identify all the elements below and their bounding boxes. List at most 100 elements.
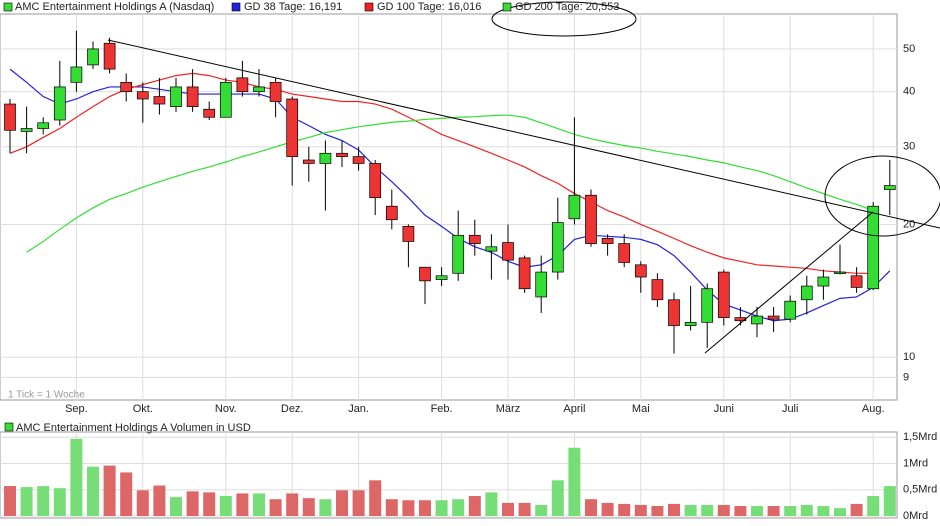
candle-body	[834, 271, 846, 274]
volume-bar	[4, 486, 16, 516]
volume-bar	[883, 486, 896, 516]
volume-bar	[767, 506, 780, 516]
volume-bar	[269, 499, 282, 516]
moving-average	[26, 114, 874, 253]
candle-body	[186, 86, 199, 107]
volume-bar	[535, 504, 548, 516]
volume-bar	[236, 493, 249, 516]
volume-bar	[385, 499, 398, 516]
candle-body	[402, 226, 415, 242]
candle-body	[751, 315, 763, 325]
moving-average	[9, 72, 874, 274]
candle-body	[717, 271, 730, 318]
volume-bar	[784, 506, 797, 516]
candle-body	[850, 275, 863, 288]
volume-bar	[585, 499, 597, 516]
candle-body	[701, 288, 714, 323]
y-tick-label: 10	[903, 351, 915, 363]
candle-body	[468, 234, 481, 244]
volume-bar	[502, 502, 514, 516]
volume-bar	[302, 498, 315, 516]
volume-bar	[518, 502, 531, 516]
candle-body	[435, 275, 448, 280]
volume-bar	[336, 490, 348, 516]
volume-bar	[352, 490, 365, 516]
volume-bar	[253, 493, 265, 516]
volume-bar	[568, 447, 581, 516]
volume-bar	[485, 492, 498, 516]
candle-body	[286, 98, 299, 157]
y-tick-label: 0Mrd	[903, 510, 928, 522]
x-tick-label: Sep.	[65, 403, 88, 415]
candle-body	[103, 42, 116, 70]
volume-bar	[37, 486, 50, 516]
candle-body	[601, 238, 614, 244]
volume-bar	[20, 487, 33, 516]
candle-body	[87, 48, 99, 66]
volume-bar	[800, 504, 813, 516]
candle-body	[634, 264, 647, 278]
legend-swatch	[502, 2, 512, 12]
candle-body	[385, 205, 398, 221]
volume-bar	[668, 503, 680, 516]
candle-body	[53, 86, 66, 121]
volume-bar	[219, 496, 232, 516]
volume-bar	[601, 502, 614, 516]
x-tick-label: Aug.	[862, 403, 885, 415]
volume-bar	[369, 480, 382, 516]
candle-body	[585, 194, 597, 244]
volume-bar	[618, 503, 631, 516]
candle-body	[302, 159, 315, 164]
moving-average	[9, 68, 891, 322]
candle-body	[153, 96, 166, 105]
volume-bar	[468, 496, 481, 516]
candle-body	[867, 205, 880, 290]
candle-body	[535, 271, 548, 298]
trend-line	[107, 39, 940, 229]
candle-body	[136, 91, 149, 100]
volume-bar	[850, 503, 863, 516]
candle-body	[203, 108, 216, 118]
volume-bar	[186, 491, 199, 516]
volume-bar	[53, 488, 66, 516]
candle-body	[668, 299, 680, 326]
y-tick-label: 50	[903, 43, 915, 55]
legend: AMC Entertainment Holdings A (Nasdaq) GD …	[3, 1, 619, 432]
legend-label: GD 100 Tage: 16,016	[377, 1, 481, 13]
volume-bar	[651, 506, 664, 516]
highlight-ellipse	[491, 1, 637, 37]
volume-bar	[120, 472, 133, 516]
y-tick-label: 1,5Mrd	[903, 431, 937, 443]
y-tick-label: 40	[903, 86, 915, 98]
volume-bar	[203, 492, 216, 516]
volume-bar	[551, 480, 564, 516]
x-tick-label: Dez.	[281, 403, 304, 415]
volume-bar	[153, 485, 166, 516]
volume-bar	[319, 499, 332, 516]
x-tick-label: Okt.	[133, 403, 153, 415]
volume-bar	[402, 500, 415, 516]
candle-body	[170, 86, 182, 107]
volume-bar	[684, 504, 697, 516]
x-tick-label: Mai	[632, 403, 650, 415]
volume-bar	[751, 506, 763, 516]
candle-body	[684, 321, 697, 326]
x-tick-label: Juli	[782, 403, 799, 415]
candle-body	[568, 194, 581, 220]
y-tick-label: 1Mrd	[903, 457, 928, 469]
volume-bar	[817, 506, 830, 516]
volume-bar	[452, 499, 465, 516]
volume-bar	[419, 500, 431, 516]
legend-label: AMC Entertainment Holdings A (Nasdaq)	[15, 1, 214, 13]
volume-bar	[286, 493, 299, 516]
candle-body	[352, 156, 365, 164]
y-tick-label: 9	[903, 371, 909, 383]
legend-swatch	[231, 2, 241, 12]
volume-title: AMC Entertainment Holdings A Volumen in …	[16, 422, 251, 434]
x-tick-label: März	[496, 403, 520, 415]
volume-bar	[634, 504, 647, 516]
volume-bar	[103, 465, 116, 516]
candle-body	[20, 128, 33, 132]
volume-bar	[170, 497, 182, 516]
